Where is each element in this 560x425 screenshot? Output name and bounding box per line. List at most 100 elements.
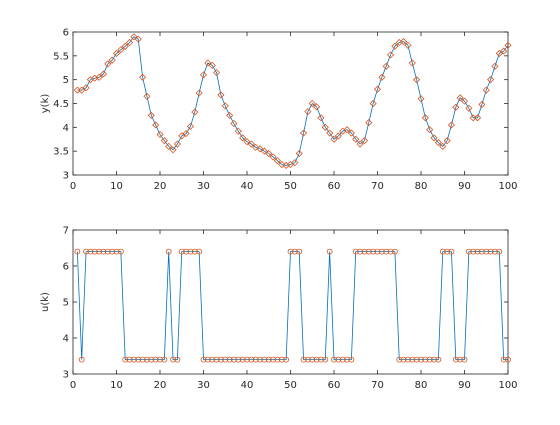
plot1-data-point bbox=[417, 95, 425, 103]
plot2-data-point bbox=[109, 248, 116, 255]
plot2-data-point bbox=[126, 356, 133, 363]
plot1-data-point bbox=[247, 140, 255, 148]
plot1-x-tick-label: 0 bbox=[70, 181, 76, 192]
plot2-data-point bbox=[348, 356, 355, 363]
plot1-data-point bbox=[356, 140, 364, 148]
plot2-data-point bbox=[492, 248, 498, 255]
plot1-data-point bbox=[500, 47, 508, 55]
plot1-data-point bbox=[160, 137, 168, 145]
plot2-data-point bbox=[318, 356, 324, 363]
plot2-data-point bbox=[231, 356, 237, 363]
plot1-data-point bbox=[426, 126, 434, 134]
plot2-data-point bbox=[217, 356, 224, 363]
plot2-data-point bbox=[483, 248, 490, 255]
plot2-data-point bbox=[248, 356, 255, 363]
plot2-x-tick-label: 60 bbox=[328, 380, 341, 391]
plot2-data-point bbox=[239, 356, 246, 363]
plot1-data-point bbox=[447, 121, 456, 129]
plot2-data-point bbox=[418, 356, 424, 363]
plot1-data-point bbox=[256, 145, 264, 153]
plot1-data-point bbox=[365, 119, 373, 127]
plot1-data-point bbox=[482, 86, 490, 94]
plot1-data-point bbox=[273, 157, 282, 165]
plot1-data-point bbox=[321, 123, 329, 131]
plot2-data-point bbox=[370, 248, 377, 255]
plot2-data-point bbox=[405, 356, 411, 363]
plot1-data-point bbox=[156, 130, 164, 139]
plot2-data-point bbox=[278, 356, 285, 363]
plot1-data-point bbox=[430, 134, 438, 142]
plot2-data-point bbox=[148, 356, 155, 363]
plot1-data-point bbox=[82, 84, 90, 92]
plot1-data-point bbox=[291, 159, 299, 167]
plot2-x-tick-label: 10 bbox=[110, 380, 123, 391]
plot1-data-point bbox=[334, 132, 342, 140]
plot1-data-point bbox=[360, 137, 369, 145]
plot2-data-point bbox=[252, 356, 259, 363]
plot1-data-point bbox=[282, 161, 290, 170]
plot1-data-point bbox=[478, 100, 486, 109]
plot2-data-point bbox=[500, 356, 507, 363]
plot1-data-point bbox=[221, 102, 229, 110]
plot2-y-tick-label: 3 bbox=[63, 370, 69, 381]
plot1-data-point bbox=[434, 139, 442, 147]
plot2-data-point bbox=[213, 356, 220, 363]
plot1-data-point bbox=[147, 111, 155, 119]
plot2-data-point bbox=[74, 248, 81, 255]
plot1-data-point bbox=[139, 73, 147, 81]
plot1-data-point bbox=[330, 135, 338, 143]
plot2-data-point bbox=[178, 248, 185, 255]
plot1-data-point bbox=[269, 153, 277, 161]
plot2-data-point bbox=[426, 356, 433, 363]
plot1-y-tick-label: 3.5 bbox=[53, 147, 69, 158]
plot1-data-point bbox=[473, 114, 482, 122]
plot1-data-point bbox=[169, 146, 177, 154]
plot2-data-point bbox=[326, 248, 333, 255]
plot2-data-point bbox=[474, 248, 481, 255]
plot2-data-point bbox=[465, 248, 472, 255]
plot1-data-point bbox=[134, 35, 142, 43]
plot1-data-point bbox=[326, 129, 334, 137]
plot2-data-point bbox=[400, 356, 407, 363]
plot2-data-point bbox=[309, 356, 316, 363]
plot1-x-tick-label: 80 bbox=[415, 181, 428, 192]
plot2-data-point bbox=[170, 356, 176, 363]
plot1-data-point bbox=[260, 147, 268, 155]
plot2-data-point bbox=[117, 248, 124, 255]
plot1-data-point bbox=[347, 129, 355, 137]
plot2-data-point bbox=[422, 356, 429, 363]
plot1-data-point bbox=[421, 114, 429, 122]
plot1-data-point bbox=[173, 140, 181, 148]
plot1-data-point bbox=[369, 99, 377, 108]
plot1-x-tick-label: 50 bbox=[284, 181, 297, 192]
plot2-data-point bbox=[391, 248, 398, 255]
plot1-data-point bbox=[313, 103, 321, 111]
plot2-y-tick-label: 5 bbox=[63, 298, 69, 309]
plot1-data-point bbox=[252, 143, 260, 151]
plot2-data-point bbox=[91, 248, 98, 255]
plot2-data-point bbox=[139, 356, 146, 363]
plot2-data-point bbox=[378, 248, 385, 255]
plot2-data-point bbox=[300, 356, 307, 363]
plot1-x-tick-label: 90 bbox=[458, 181, 471, 192]
plot1-x-tick-label: 40 bbox=[241, 181, 254, 192]
plot1-y-tick-label: 5 bbox=[63, 75, 69, 86]
plot1-data-point bbox=[439, 142, 447, 150]
plot1-data-point bbox=[295, 149, 303, 158]
plot2-x-tick-label: 70 bbox=[371, 380, 384, 391]
plot2-data-point bbox=[470, 248, 477, 255]
plot2-data-point bbox=[152, 356, 159, 363]
plot1-data-point bbox=[230, 119, 238, 128]
plot1-data-point bbox=[443, 137, 451, 145]
plot2-data-point bbox=[387, 248, 394, 255]
plot1-data-point bbox=[408, 59, 416, 67]
plot1-data-point bbox=[395, 38, 403, 47]
plot1-data-point bbox=[226, 111, 234, 119]
plot2-data-point bbox=[165, 248, 172, 255]
plot1-data-point bbox=[504, 41, 512, 49]
plot1-data-point bbox=[304, 108, 312, 116]
plot2-data-point bbox=[287, 248, 294, 255]
plot2-data-point bbox=[409, 356, 416, 363]
plot2-data-point bbox=[174, 356, 181, 363]
plot2-data-point bbox=[87, 248, 94, 255]
